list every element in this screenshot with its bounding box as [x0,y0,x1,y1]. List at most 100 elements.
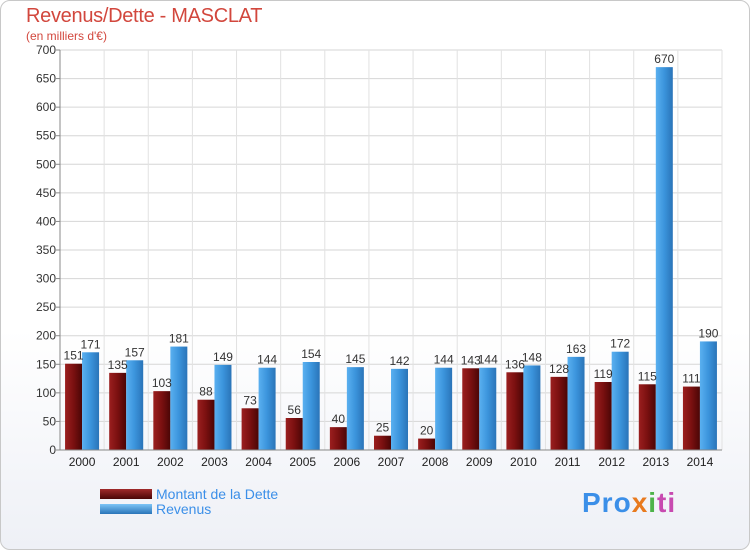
bar-revenus-2002 [170,346,188,450]
chart-title: Revenus/Dette - MASCLAT [26,5,263,27]
bar-revenus-2008 [435,367,453,450]
bar-revenus-2004 [258,367,276,450]
bar-revenus-2005 [302,362,320,450]
bar-dette-2002 [153,391,171,450]
bar-revenus-2009 [479,367,497,450]
chart-subtitle: (en milliers d'€) [26,29,107,43]
bar-revenus-2012 [611,351,629,450]
x-tick-label: 2009 [466,455,493,469]
legend-label-revenus: Revenus [156,501,212,517]
data-label-revenus-2002: 181 [169,332,189,346]
y-tick-label: 200 [36,329,56,343]
x-tick-label: 2001 [113,455,140,469]
data-label-revenus-2001: 157 [125,345,145,359]
legend-item-dette: Montant de la Dette [100,486,360,503]
logo-part-3: i [648,487,658,518]
data-label-dette-2009: 143 [461,353,481,367]
logo-part-2: x [631,487,649,518]
data-label-dette-2011: 128 [549,362,569,376]
bar-revenus-2003 [214,364,232,450]
bar-dette-2006 [329,427,347,450]
data-label-dette-2008: 20 [420,424,434,438]
data-label-revenus-2003: 149 [213,350,233,364]
bar-revenus-2013 [655,67,673,451]
y-tick-label: 400 [36,214,56,228]
x-tick-label: 2003 [201,455,228,469]
data-label-dette-2014: 111 [682,372,701,386]
proxiti-logo: Proxiti [582,487,676,519]
data-label-dette-2006: 40 [332,412,346,426]
legend-item-revenus: Revenus [100,501,360,518]
bar-revenus-2007 [391,368,408,450]
y-tick-label: 300 [36,272,56,286]
y-tick-label: 600 [36,100,56,114]
y-tick-label: 100 [36,386,56,400]
y-tick-label: 250 [36,300,56,314]
bar-revenus-2001 [126,360,144,450]
x-tick-label: 2004 [245,455,272,469]
bar-dette-2009 [462,368,480,450]
bar-dette-2005 [285,418,303,450]
bar-dette-2008 [418,438,436,450]
data-label-revenus-2006: 145 [345,352,365,366]
data-label-dette-2002: 103 [152,376,172,390]
bar-revenus-2011 [567,356,585,450]
data-label-revenus-2013: 670 [654,52,674,66]
bar-revenus-2000 [82,352,100,450]
data-label-revenus-2014: 190 [698,326,718,340]
bar-dette-2011 [550,376,568,450]
y-tick-label: 350 [36,243,56,257]
data-label-dette-2013: 115 [638,369,657,383]
data-label-dette-2012: 119 [594,367,613,381]
legend-swatch-dette [100,489,152,499]
data-label-dette-2004: 73 [243,393,257,407]
bar-dette-2010 [506,372,524,450]
logo-part-4: ti [657,487,677,518]
y-tick-label: 150 [36,357,56,371]
data-label-revenus-2005: 154 [301,347,321,361]
x-tick-label: 2006 [334,455,361,469]
y-tick-label: 50 [43,414,57,428]
bar-revenus-2006 [346,367,364,450]
logo-part-1: Pro [582,487,632,518]
data-label-revenus-2009: 144 [478,353,498,367]
bar-dette-2000 [65,363,83,450]
data-label-dette-2003: 88 [199,385,213,399]
y-tick-label: 0 [49,443,56,457]
x-tick-label: 2007 [378,455,405,469]
bar-revenus-2010 [523,365,541,450]
x-tick-label: 2000 [69,455,96,469]
data-label-dette-2005: 56 [288,403,302,417]
y-tick-label: 700 [36,43,56,57]
x-tick-label: 2014 [687,455,714,469]
y-tick-label: 650 [36,72,56,86]
x-tick-label: 2013 [642,455,669,469]
bar-dette-2013 [638,384,656,450]
bar-dette-2003 [197,399,215,450]
legend-swatch-revenus [100,504,152,514]
data-label-dette-2010: 136 [505,357,525,371]
data-label-dette-2000: 151 [64,349,84,363]
x-tick-label: 2012 [598,455,625,469]
x-tick-label: 2002 [157,455,184,469]
data-label-revenus-2007: 142 [389,354,409,368]
bar-dette-2004 [241,408,259,450]
data-label-dette-2001: 135 [108,358,128,372]
bar-revenus-2014 [699,341,717,450]
data-label-revenus-2011: 163 [566,342,586,356]
y-tick-label: 550 [36,129,56,143]
x-tick-label: 2008 [422,455,449,469]
data-label-revenus-2000: 171 [81,337,101,351]
bar-dette-2014 [682,386,700,450]
y-tick-label: 500 [36,157,56,171]
x-tick-label: 2010 [510,455,537,469]
data-label-revenus-2004: 144 [257,353,277,367]
data-label-revenus-2012: 172 [610,337,630,351]
data-label-revenus-2008: 144 [434,353,454,367]
bar-dette-2007 [374,435,391,450]
y-tick-label: 450 [36,186,56,200]
bar-dette-2001 [109,372,127,450]
data-label-dette-2007: 25 [376,421,390,435]
legend-label-dette: Montant de la Dette [156,486,279,502]
